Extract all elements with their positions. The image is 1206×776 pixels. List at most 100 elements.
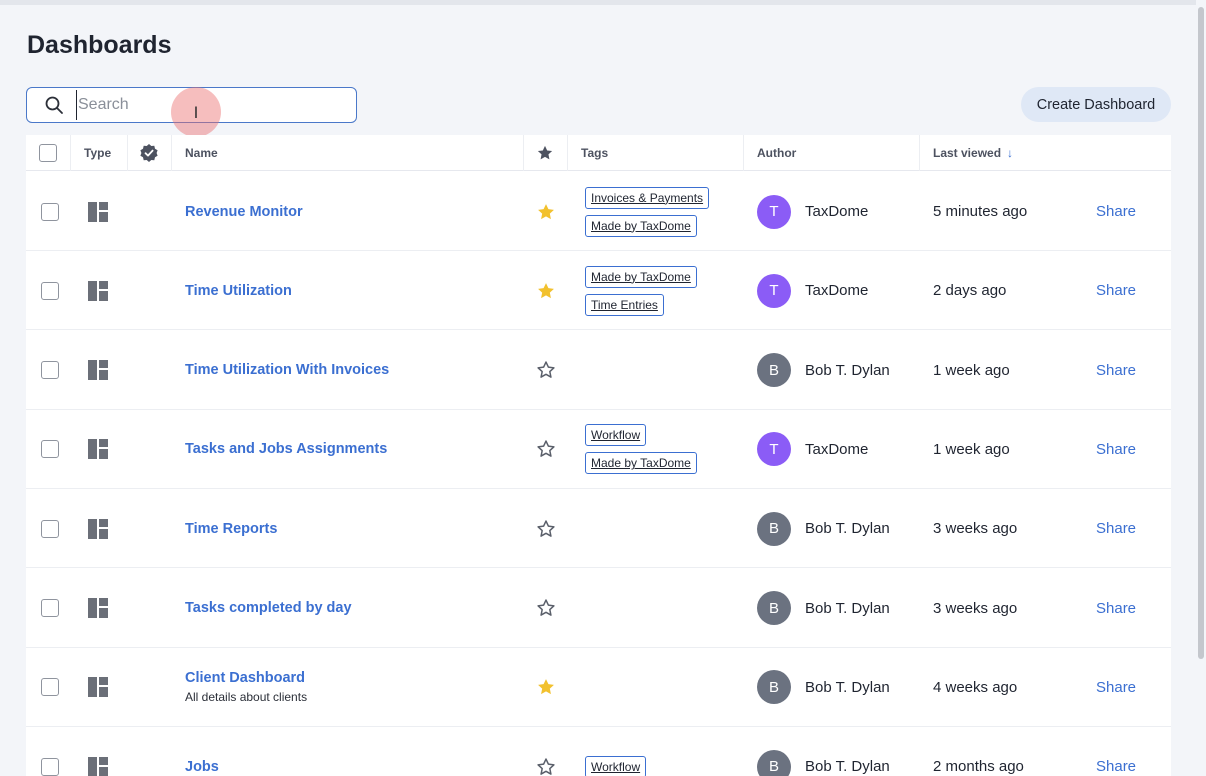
table-row[interactable]: Time Reports B Bob T. Dylan 3 weeks ago … (26, 489, 1171, 569)
create-dashboard-button[interactable]: Create Dashboard (1021, 87, 1171, 122)
dashboard-name-link[interactable]: Time Utilization With Invoices (185, 362, 390, 379)
share-link[interactable]: Share (1096, 678, 1137, 696)
row-author-cell: T TaxDome (757, 172, 868, 251)
verified-badge-icon (140, 144, 158, 162)
dashboard-name-link[interactable]: Time Reports (185, 520, 278, 537)
search-icon (45, 96, 63, 114)
row-share-cell: Share (1096, 172, 1136, 251)
author-name: Bob T. Dylan (805, 361, 890, 379)
tag-chip[interactable]: Made by TaxDome (585, 265, 697, 288)
dashboard-name-link[interactable]: Revenue Monitor (185, 203, 303, 220)
dashboard-type-icon (88, 598, 108, 618)
header-author[interactable]: Author (743, 135, 919, 171)
row-author-cell: B Bob T. Dylan (757, 648, 890, 727)
share-link[interactable]: Share (1096, 440, 1137, 458)
row-checkbox[interactable] (41, 281, 59, 300)
scrollbar-thumb[interactable] (1198, 7, 1204, 659)
header-favorite[interactable] (523, 135, 567, 171)
tag-chip[interactable]: Made by TaxDome (585, 452, 697, 475)
row-share-cell: Share (1096, 648, 1136, 727)
row-checkbox[interactable] (41, 361, 59, 380)
author-name: Bob T. Dylan (805, 758, 890, 776)
dashboard-name-link[interactable]: Tasks and Jobs Assignments (185, 441, 388, 458)
row-tags-cell: Invoices & Payments Made by TaxDome (585, 172, 710, 251)
header-tags-label: Tags (581, 146, 609, 160)
tag-chip[interactable]: Workflow (585, 755, 647, 776)
row-name-cell: Jobs (185, 727, 219, 776)
share-link[interactable]: Share (1096, 203, 1137, 220)
row-favorite-cell (536, 410, 556, 489)
row-checkbox[interactable] (41, 202, 59, 221)
tag-chip[interactable]: Made by TaxDome (585, 214, 697, 237)
share-link[interactable]: Share (1096, 758, 1137, 776)
table-row[interactable]: Jobs Workflow B Bob T. Dylan 2 months ag… (26, 727, 1171, 776)
table-row[interactable]: Tasks completed by day B Bob T. Dylan 3 … (26, 568, 1171, 648)
header-verified[interactable] (127, 135, 171, 171)
table-row[interactable]: Tasks and Jobs Assignments Workflow Made … (26, 409, 1171, 489)
row-author-cell: B Bob T. Dylan (757, 331, 890, 410)
row-favorite-cell (536, 727, 556, 776)
tag-chip[interactable]: Workflow (585, 424, 647, 447)
row-favorite-cell (536, 172, 556, 251)
tag-chip[interactable]: Time Entries (585, 293, 664, 316)
avatar: B (757, 749, 791, 776)
row-select-cell (41, 331, 59, 410)
share-link[interactable]: Share (1096, 361, 1137, 379)
share-link[interactable]: Share (1096, 520, 1137, 538)
search-input[interactable] (76, 90, 326, 120)
row-name-cell: Time Utilization (185, 251, 292, 330)
dashboard-type-icon (88, 756, 108, 776)
row-favorite-cell (536, 331, 556, 410)
row-checkbox[interactable] (41, 678, 59, 697)
favorite-star-icon[interactable] (536, 439, 556, 459)
row-checkbox[interactable] (41, 440, 59, 459)
favorite-star-icon[interactable] (536, 757, 556, 776)
last-viewed-text: 5 minutes ago (933, 203, 1028, 220)
favorite-star-icon[interactable] (536, 202, 556, 222)
header-tags[interactable]: Tags (567, 135, 743, 171)
search-box[interactable] (26, 87, 357, 123)
row-share-cell: Share (1096, 251, 1136, 330)
select-all-checkbox[interactable] (39, 144, 57, 162)
favorite-star-icon[interactable] (536, 281, 556, 301)
table-row[interactable]: Time Utilization With Invoices B Bob T. … (26, 330, 1171, 410)
header-name[interactable]: Name (171, 135, 523, 171)
row-author-cell: T TaxDome (757, 251, 868, 330)
row-checkbox[interactable] (41, 599, 59, 617)
table-row[interactable]: Revenue Monitor Invoices & Payments Made … (26, 172, 1171, 251)
dashboard-name-link[interactable]: Tasks completed by day (185, 600, 352, 616)
row-select-cell (41, 727, 59, 776)
row-name-cell: Tasks completed by day (185, 569, 352, 648)
avatar: B (757, 353, 791, 388)
row-favorite-cell (536, 251, 556, 330)
dashboard-name-link[interactable]: Client Dashboard (185, 670, 306, 687)
table-row[interactable]: Time Utilization Made by TaxDome Time Ent… (26, 251, 1171, 331)
header-last-viewed[interactable]: Last viewed ↓ (919, 135, 1171, 171)
share-link[interactable]: Share (1096, 282, 1137, 300)
header-type[interactable]: Type (70, 135, 127, 171)
favorite-star-icon[interactable] (536, 360, 556, 380)
favorite-star-icon[interactable] (536, 519, 556, 539)
row-checkbox[interactable] (41, 519, 59, 538)
favorite-star-icon[interactable] (536, 598, 556, 618)
last-viewed-text: 1 week ago (933, 361, 1010, 379)
last-viewed-text: 2 months ago (933, 758, 1024, 776)
row-tags-cell: Workflow (585, 727, 647, 776)
table-row[interactable]: Client Dashboard All details about clien… (26, 647, 1171, 727)
author-name: Bob T. Dylan (805, 520, 890, 538)
favorite-star-icon[interactable] (536, 677, 556, 697)
row-checkbox[interactable] (41, 757, 59, 776)
row-type-cell (88, 489, 108, 568)
vertical-scrollbar[interactable] (1196, 5, 1206, 776)
row-name-cell: Time Utilization With Invoices (185, 331, 389, 410)
row-tags-cell: Made by TaxDome Time Entries (585, 251, 697, 330)
dashboard-name-link[interactable]: Jobs (185, 758, 219, 775)
row-select-cell (41, 648, 59, 727)
row-favorite-cell (536, 569, 556, 648)
share-link[interactable]: Share (1096, 599, 1137, 617)
row-last-viewed-cell: 1 week ago (933, 331, 1010, 410)
row-favorite-cell (536, 489, 556, 568)
tag-chip[interactable]: Invoices & Payments (585, 186, 710, 209)
dashboard-name-link[interactable]: Time Utilization (185, 282, 292, 299)
